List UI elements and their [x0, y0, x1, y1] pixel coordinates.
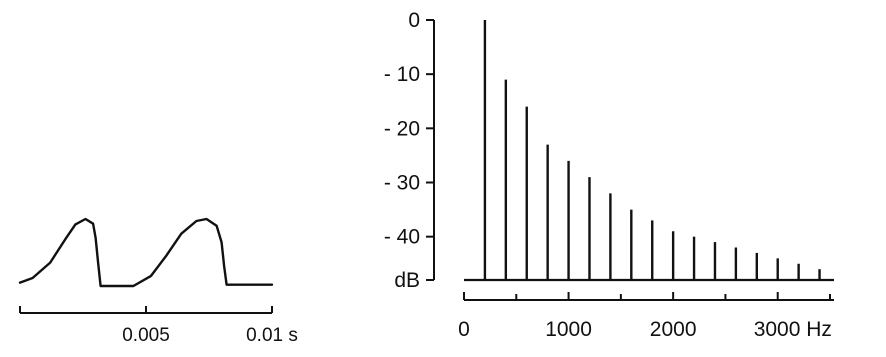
time-tick-label: 0.005: [122, 325, 170, 346]
frequency-tick-label: 0: [458, 318, 470, 341]
frequency-axis-ticks: 0 1000 2000 3000 Hz: [458, 292, 832, 341]
db-tick-label: - 10: [384, 63, 420, 86]
db-tick-label: - 30: [384, 172, 420, 195]
spectrum-bars: [483, 20, 821, 280]
db-tick-label: - 40: [384, 226, 420, 249]
frequency-tick-label: 1000: [545, 318, 592, 341]
db-tick-label: - 20: [384, 117, 420, 140]
spectrum-chart: 0 - 10 - 20 - 30 - 40 dB 0 1000 2000 3000 Hz: [384, 9, 834, 341]
db-axis-ticks: 0 - 10 - 20 - 30 - 40 dB: [384, 9, 434, 292]
db-tick-label: dB: [394, 269, 420, 292]
frequency-tick-label: 2000: [650, 318, 697, 341]
db-tick-label: 0: [408, 9, 420, 32]
frequency-tick-label: 3000 Hz: [754, 318, 832, 341]
waveform-line: [18, 217, 274, 288]
time-tick-label: 0.01 s: [246, 325, 298, 346]
waveform-chart: 0.005 0.01 s: [18, 217, 298, 346]
time-axis-ticks: 0.005 0.01 s: [19, 306, 298, 346]
